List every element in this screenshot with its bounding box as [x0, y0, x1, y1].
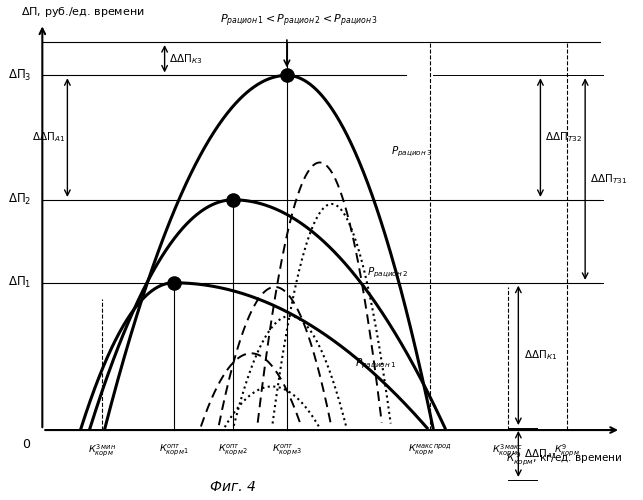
Point: [282, 72, 292, 80]
Point: [228, 196, 239, 204]
Text: $К_{корм}^{3\,макс}$: $К_{корм}^{3\,макс}$: [492, 442, 523, 458]
Text: $Р_{рацион\,1} < Р_{рацион\,2} < Р_{рацион\,3}$: $Р_{рацион\,1} < Р_{рацион\,2} < Р_{раци…: [220, 12, 377, 29]
Text: Фиг. 4: Фиг. 4: [210, 480, 256, 494]
Text: 0: 0: [23, 438, 30, 452]
Text: $\Delta\Pi$, руб./ед. времени: $\Delta\Pi$, руб./ед. времени: [21, 6, 145, 20]
Text: $К_{корм}^{3\,мин}$: $К_{корм}^{3\,мин}$: [88, 442, 116, 458]
Text: $\Delta\Pi_3$: $\Delta\Pi_3$: [8, 68, 32, 83]
Text: $\Delta\Delta\Pi_{А1}$: $\Delta\Delta\Pi_{А1}$: [524, 447, 557, 461]
Text: $\Delta\Delta\Pi_{А1}$: $\Delta\Delta\Pi_{А1}$: [32, 130, 65, 144]
Text: $\Delta\Delta\Pi_{К3}$: $\Delta\Delta\Pi_{К3}$: [169, 52, 202, 66]
Text: $\Delta\Pi_1$: $\Delta\Pi_1$: [8, 275, 32, 290]
Text: $К_{корм}^{опт}{}_{2}$: $К_{корм}^{опт}{}_{2}$: [218, 442, 248, 458]
Text: $\Delta\Pi_2$: $\Delta\Pi_2$: [8, 192, 32, 208]
Text: $К_{корм}^{\,9}$, кг/ед. времени: $К_{корм}^{\,9}$, кг/ед. времени: [505, 451, 622, 468]
Text: $Р_{рацион\,1}$: $Р_{рацион\,1}$: [356, 356, 397, 371]
Text: $\Delta\Delta\Pi_{Т31}$: $\Delta\Delta\Pi_{Т31}$: [590, 172, 627, 186]
Text: $К_{корм}^{9}$: $К_{корм}^{9}$: [554, 442, 580, 458]
Text: $Р_{рацион\,2}$: $Р_{рацион\,2}$: [367, 265, 408, 280]
Text: $\Delta\Delta\Pi_{Т32}$: $\Delta\Delta\Pi_{Т32}$: [545, 130, 582, 144]
Text: $К_{корм}^{макс\,прод}$: $К_{корм}^{макс\,прод}$: [408, 442, 452, 458]
Text: $Р_{рацион\,3}$: $Р_{рацион\,3}$: [392, 145, 433, 160]
Text: $К_{корм}^{опт}{}_{3}$: $К_{корм}^{опт}{}_{3}$: [272, 442, 302, 458]
Text: $К_{корм}^{опт}{}_{1}$: $К_{корм}^{опт}{}_{1}$: [159, 442, 188, 458]
Text: $\Delta\Delta\Pi_{К1}$: $\Delta\Delta\Pi_{К1}$: [524, 348, 557, 362]
Point: [168, 279, 179, 287]
